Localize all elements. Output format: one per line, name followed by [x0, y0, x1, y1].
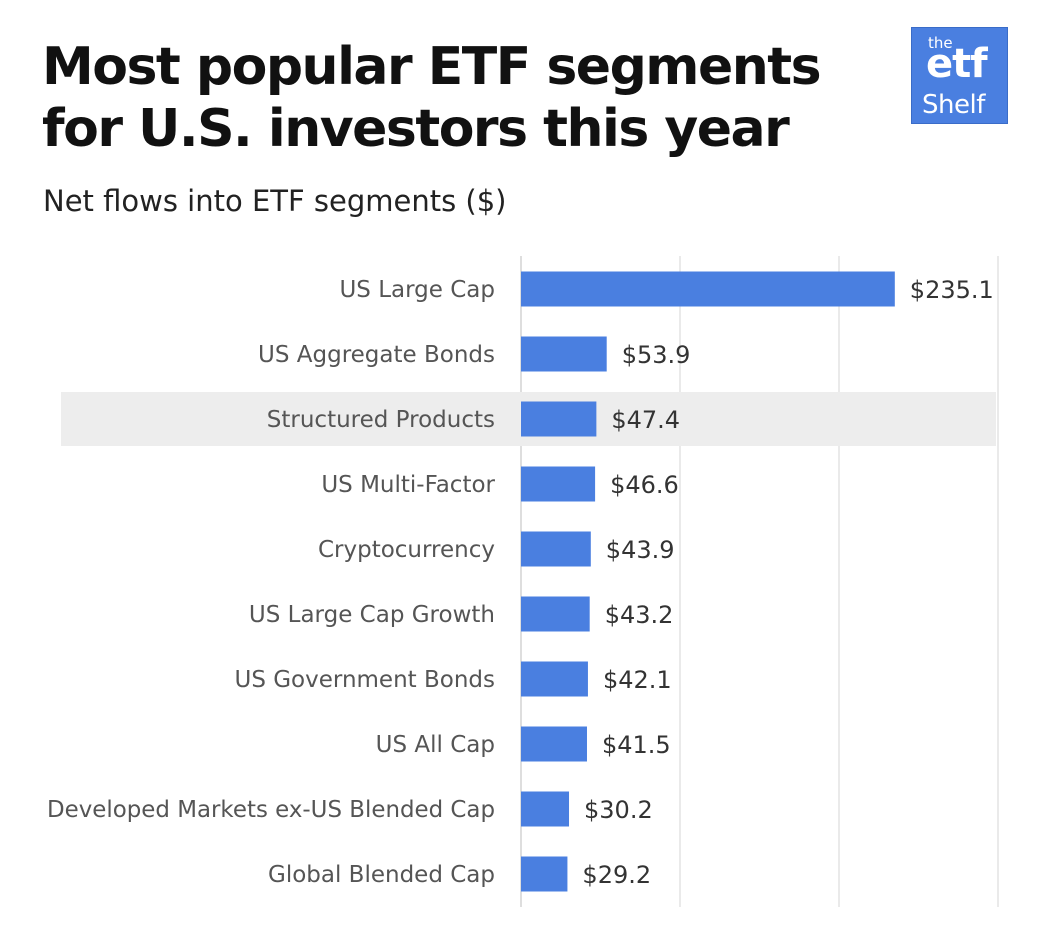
value-label: $29.2 — [582, 861, 651, 889]
category-label: Developed Markets ex-US Blended Cap — [47, 797, 495, 823]
chart-title: Most popular ETF segments for U.S. inves… — [42, 37, 822, 159]
value-label: $43.9 — [606, 536, 675, 564]
category-label: Global Blended Cap — [268, 862, 495, 888]
value-label: $53.9 — [622, 341, 691, 369]
bar — [521, 531, 591, 567]
category-label: US Large Cap Growth — [249, 602, 495, 628]
value-label: $46.6 — [610, 471, 679, 499]
value-label: $30.2 — [584, 796, 653, 824]
category-label: US All Cap — [376, 732, 495, 758]
value-label: $47.4 — [611, 406, 680, 434]
logo-text-etf: etf — [926, 41, 988, 87]
etf-shelf-logo: the etf Shelf — [911, 27, 1008, 124]
chart-bars — [521, 271, 895, 892]
bar — [521, 336, 607, 372]
value-label: $41.5 — [602, 731, 671, 759]
bar — [521, 856, 568, 892]
bar — [521, 271, 895, 307]
bar — [521, 596, 590, 632]
chart-category-labels: US Large Cap US Aggregate Bonds Structured… — [47, 277, 496, 888]
bar — [521, 661, 588, 697]
bar — [521, 726, 587, 762]
category-label: Cryptocurrency — [318, 537, 495, 563]
logo-text-shelf: Shelf — [922, 90, 985, 120]
value-label: $235.1 — [910, 276, 994, 304]
category-label: US Aggregate Bonds — [258, 342, 495, 368]
logo-text-the: the — [928, 34, 953, 52]
category-label: US Large Cap — [339, 277, 495, 303]
bar — [521, 466, 596, 502]
category-label: Structured Products — [267, 407, 495, 433]
category-label: US Multi-Factor — [321, 472, 495, 498]
value-label: $43.2 — [605, 601, 674, 629]
category-label: US Government Bonds — [234, 667, 495, 693]
bar — [521, 401, 597, 437]
chart-subtitle: Net flows into ETF segments ($) — [43, 184, 507, 218]
chart-value-labels: $235.1 $53.9 $47.4 $46.6 $43.9 $43.2 $42.1 $41.… — [582, 276, 993, 889]
value-label: $42.1 — [603, 666, 672, 694]
bar — [521, 791, 570, 827]
